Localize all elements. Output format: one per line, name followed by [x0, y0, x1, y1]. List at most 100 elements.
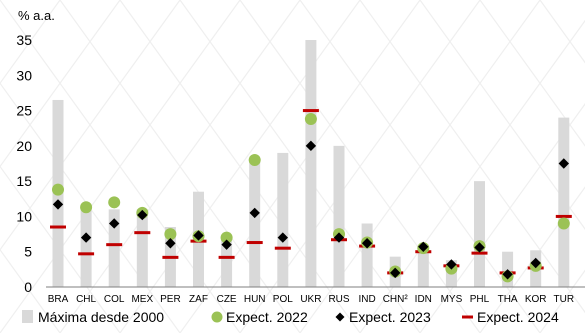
x-tick-label: IND — [358, 294, 375, 305]
watermark-line — [419, 103, 585, 333]
x-tick-label: BRA — [48, 294, 69, 305]
expect-2024-dash — [471, 251, 488, 255]
legend-label: Expect. 2022 — [226, 309, 308, 325]
bar — [108, 209, 120, 287]
y-tick-label: 15 — [16, 173, 32, 189]
expect-2024-dash — [218, 255, 235, 259]
expect-2022-dot — [304, 113, 317, 126]
bar — [417, 244, 429, 287]
expect-2023-diamond — [52, 199, 64, 210]
watermark-line — [0, 165, 121, 333]
x-tick-label: THA — [498, 294, 518, 305]
expect-2023-diamond — [80, 232, 92, 243]
legend-swatch-dot — [211, 311, 223, 323]
bar — [80, 209, 92, 287]
expect-2023-diamond — [305, 140, 317, 152]
watermark-line — [539, 0, 585, 64]
watermark-line — [539, 269, 585, 333]
expect-2023-diamond — [446, 259, 457, 270]
x-tick-label: RUS — [328, 294, 349, 305]
y-tick-label: 5 — [24, 244, 32, 260]
expect-2024-dash — [106, 243, 123, 247]
bar — [221, 236, 233, 287]
bar — [249, 158, 261, 287]
expect-2023-diamond — [333, 232, 345, 243]
y-axis-unit-label: % a.a. — [18, 8, 55, 23]
expect-2022-dot — [220, 231, 233, 244]
watermark-line — [479, 0, 585, 147]
expect-2023-diamond — [558, 158, 569, 169]
expect-2023-diamond — [530, 257, 541, 269]
x-tick-label: PER — [160, 294, 181, 305]
expect-2024-dash — [302, 109, 319, 113]
expect-2023-diamond — [277, 232, 288, 243]
y-tick-label: 10 — [16, 208, 32, 224]
x-tick-label: MYS — [441, 294, 463, 305]
legend-label: Expect. 2024 — [477, 309, 559, 325]
bar — [361, 223, 373, 287]
watermark-line — [0, 0, 241, 333]
bar — [277, 152, 289, 287]
bar — [136, 209, 148, 287]
expect-2023-diamond — [418, 241, 429, 252]
x-tick-label: POL — [273, 294, 293, 305]
expect-2023-diamond — [193, 230, 204, 241]
legend-swatch-dash — [462, 315, 473, 319]
legend-swatch-bar — [22, 310, 33, 323]
expect-2022-dot — [248, 153, 261, 166]
x-tick-label: TUR — [554, 294, 575, 305]
expect-2022-dot — [80, 201, 93, 214]
marker-series — [50, 109, 572, 283]
bar-series — [52, 40, 570, 287]
legend-label: Expect. 2023 — [349, 309, 431, 325]
expect-2023-diamond — [109, 218, 120, 229]
expect-2022-dot — [557, 217, 570, 230]
watermark-line — [179, 0, 421, 333]
bar — [474, 181, 485, 287]
expect-2023-diamond — [502, 269, 513, 280]
y-tick-label: 25 — [16, 103, 32, 119]
expect-2023-diamond — [165, 238, 176, 249]
expect-2023-diamond — [361, 238, 373, 249]
expect-2022-dot — [52, 183, 64, 196]
x-tick-label: PHL — [470, 294, 490, 305]
expect-2024-dash — [50, 225, 66, 229]
x-tick-label: CHL — [76, 294, 96, 305]
y-tick-label: 35 — [16, 32, 32, 48]
legend-label: Máxima desde 2000 — [38, 309, 164, 325]
x-tick-label: KOR — [525, 294, 547, 305]
x-tick-label: HUN — [244, 294, 266, 305]
expect-2023-diamond — [249, 207, 260, 219]
legend: Máxima desde 2000 Expect. 2022 Expect. 202… — [22, 309, 559, 325]
expect-2022-dot — [164, 228, 177, 241]
x-tick-label: MEX — [131, 294, 153, 305]
x-tick-label: IDN — [415, 294, 432, 305]
expect-2024-dash — [134, 231, 151, 235]
watermark-line — [0, 248, 61, 333]
x-tick-label: COL — [104, 294, 125, 305]
watermark-line — [479, 186, 585, 333]
bar — [305, 40, 317, 287]
watermark-line — [0, 0, 61, 85]
x-tick-label: UKR — [300, 294, 321, 305]
expect-2022-dot — [108, 196, 121, 209]
legend-swatch-diamond — [335, 312, 345, 322]
y-tick-label: 30 — [16, 67, 32, 83]
y-tick-label: 0 — [24, 279, 32, 295]
x-tick-label: CHN² — [383, 294, 409, 305]
expect-2023-diamond — [390, 267, 401, 279]
expect-2024-dash — [162, 255, 179, 259]
bar — [558, 117, 570, 287]
expect-2024-dash — [246, 241, 263, 245]
expect-2024-dash — [555, 214, 572, 218]
y-tick-label: 20 — [16, 138, 32, 154]
expect-2023-diamond — [137, 209, 148, 221]
watermark-line — [0, 0, 121, 168]
y-axis: 0 5 10 15 20 25 30 35 — [16, 32, 32, 295]
expect-2023-diamond — [221, 239, 232, 250]
expect-2024-dash — [78, 252, 95, 256]
x-tick-label: CZE — [217, 294, 237, 305]
watermark-line — [119, 0, 361, 333]
watermark-line — [59, 0, 301, 333]
